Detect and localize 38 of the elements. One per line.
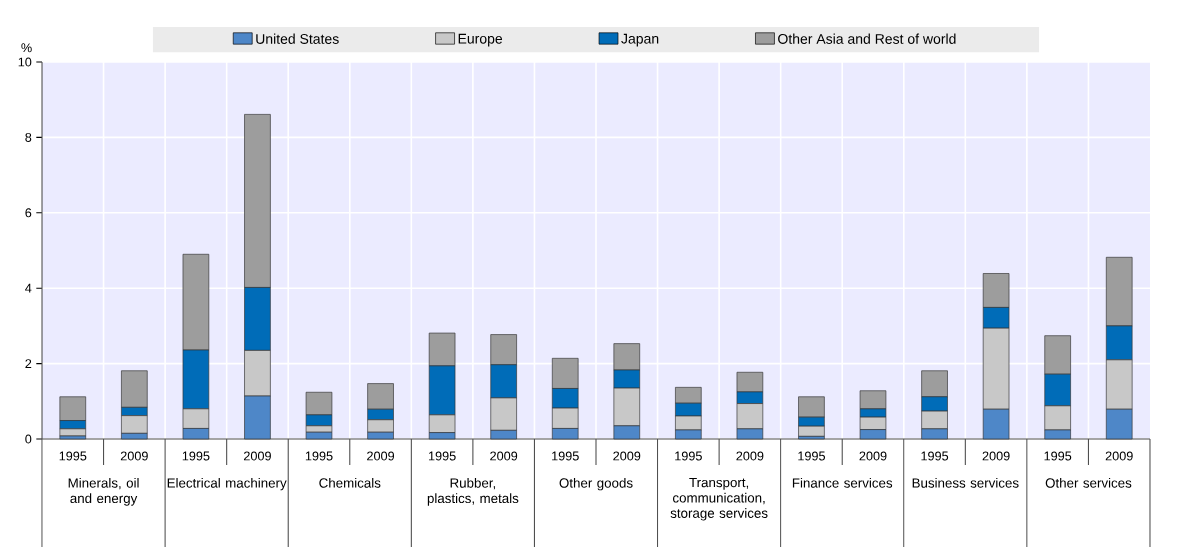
x-tick-label: 2009 [243, 451, 271, 461]
x-tick-label: 1995 [428, 451, 456, 461]
legend-label: Japan [621, 34, 659, 47]
y-tick-label: 8 [25, 133, 32, 143]
x-tick-label: 1995 [921, 451, 949, 461]
y-tick-label: 10 [18, 57, 32, 67]
y-tick-label: 0 [25, 434, 32, 444]
legend-label: United States [256, 33, 339, 45]
text: Rubber, plastics, metals [427, 478, 519, 506]
text: Other goods [559, 478, 633, 491]
x-tick-label: 1995 [305, 451, 333, 461]
y-tick-label: 6 [25, 208, 32, 218]
x-tick-label: 1995 [182, 451, 210, 461]
x-tick-label: 1995 [552, 451, 579, 461]
x-tick-label: 1995 [59, 451, 87, 461]
text: Electrical machinery [167, 478, 287, 491]
y-axis-title: % [21, 43, 32, 53]
text: Minerals, oil and energy [68, 478, 139, 506]
y-tick-label: 2 [25, 359, 32, 369]
text: Other services [1045, 478, 1132, 488]
x-tick-label: 2009 [367, 451, 395, 461]
x-tick-label: 1995 [675, 451, 702, 461]
legend-label: Other Asia and Rest of world [778, 33, 956, 45]
x-tick-label: 1995 [798, 451, 826, 461]
legend-label: Europe [458, 34, 503, 47]
text: Transport, communication, storage services [670, 478, 768, 521]
x-tick-label: 2009 [1105, 451, 1133, 461]
x-tick-label: 2009 [982, 451, 1010, 461]
x-tick-label: 2009 [490, 451, 518, 461]
x-tick-label: 2009 [120, 451, 148, 461]
x-tick-label: 2009 [613, 451, 641, 461]
y-tick-label: 4 [25, 284, 32, 293]
text: Finance services [792, 478, 893, 488]
text: Business services [912, 478, 1019, 488]
x-tick-label: 2009 [736, 451, 764, 461]
x-tick-label: 2009 [859, 451, 887, 461]
text: Chemicals [319, 478, 381, 488]
x-tick-label: 1995 [1044, 451, 1072, 461]
